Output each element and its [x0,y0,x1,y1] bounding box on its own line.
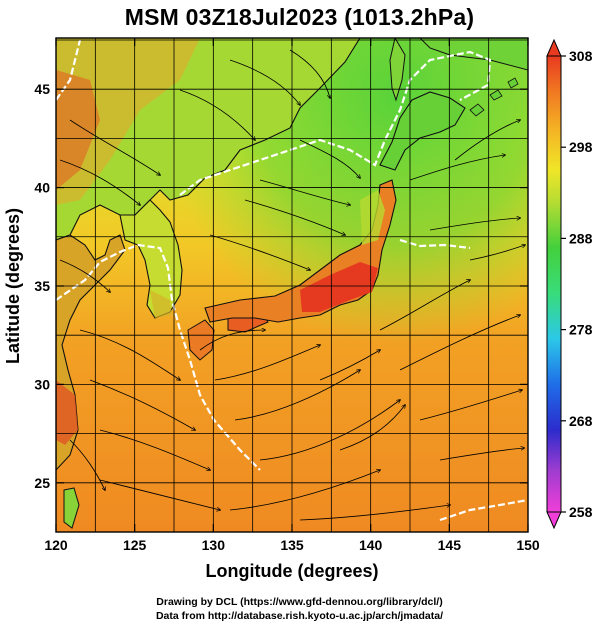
y-tick-label: 30 [34,376,50,392]
colorbar-tick-label: 278 [569,322,593,338]
x-axis-title: Longitude (degrees) [205,561,378,581]
kyushu [187,319,215,361]
x-tick-label: 120 [44,537,68,553]
colorbar-gradient [546,55,562,513]
y-tick-label: 45 [34,81,50,97]
colorbar-tick-label: 308 [569,48,593,64]
y-tick-label: 35 [34,278,50,294]
taiwan [63,487,80,529]
x-tick-label: 130 [202,537,226,553]
y-tick-label: 25 [34,475,50,491]
temperature-map [56,38,528,532]
map-title: MSM 03Z18Jul2023 (1013.2hPa) [124,4,475,30]
y-tick-label: 40 [34,180,50,196]
x-tick-label: 140 [359,537,383,553]
colorbar-tick-label: 288 [569,230,593,246]
x-tick-label: 150 [516,537,540,553]
y-axis: 25 30 35 40 45 [34,81,528,491]
x-axis: 120 125 130 135 140 145 150 [44,38,540,553]
colorbar: 308 298 288 278 268 258 [546,38,593,530]
colorbar-tick-label: 298 [569,139,593,155]
x-tick-label: 125 [123,537,147,553]
x-tick-label: 135 [280,537,304,553]
hokkaido [379,91,466,171]
colorbar-bottom-arrow [546,511,562,530]
colorbar-top-arrow [546,38,562,57]
sakhalin [389,38,406,102]
y-axis-title: Latitude (degrees) [3,208,23,364]
x-tick-label: 145 [438,537,462,553]
colorbar-tick-label: 268 [569,413,593,429]
credit-drawing: Drawing by DCL (https://www.gfd-dennou.o… [156,596,443,608]
credit-data-source: Data from http://database.rish.kyoto-u.a… [155,610,444,622]
colorbar-tick-label: 258 [569,504,593,520]
korean-peninsula [119,199,183,319]
